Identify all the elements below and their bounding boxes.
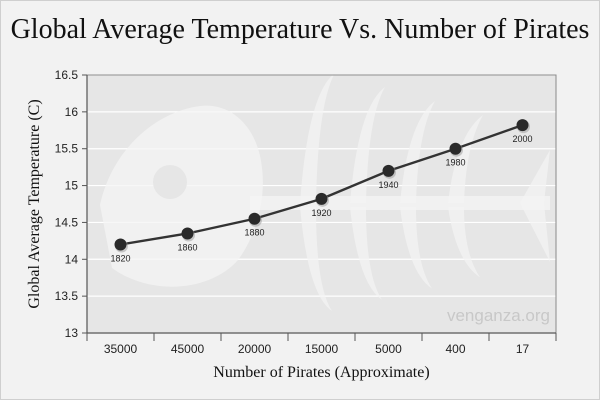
x-axis-ticks: 35000 45000 20000 15000 5000 400 17 xyxy=(86,333,557,356)
data-point xyxy=(516,119,529,132)
data-point xyxy=(248,212,261,225)
fish-rib-shape xyxy=(300,207,332,311)
x-axis-label: Number of Pirates (Approximate) xyxy=(213,364,430,381)
watermark-text: venganza.org xyxy=(446,306,550,325)
y-tick-label: 13 xyxy=(65,326,79,340)
data-point-label: 1920 xyxy=(311,208,331,218)
y-tick-label: 14 xyxy=(65,252,79,266)
fish-rib-shape xyxy=(400,207,432,289)
x-tick-label: 20000 xyxy=(238,342,272,356)
data-point xyxy=(382,164,395,177)
x-tick-label: 400 xyxy=(445,342,465,356)
data-point xyxy=(181,227,194,240)
chart-title: Global Average Temperature Vs. Number of… xyxy=(10,14,590,45)
y-tick-label: 15 xyxy=(65,179,79,193)
x-tick-label: 15000 xyxy=(305,342,339,356)
data-point-label: 1860 xyxy=(177,242,197,252)
axes xyxy=(86,74,557,334)
y-tick-label: 14.5 xyxy=(55,215,79,229)
fish-rib-shape xyxy=(448,207,480,278)
data-point-label: 1940 xyxy=(378,180,398,190)
fish-rib-shape xyxy=(400,101,435,203)
data-point xyxy=(114,238,127,251)
y-axis-ticks: 13 13.5 14 14.5 15 15.5 16 16.5 xyxy=(55,68,87,340)
fish-tail-shape xyxy=(520,150,550,262)
x-tick-label: 35000 xyxy=(104,342,138,356)
data-point xyxy=(315,192,328,205)
data-point-label: 2000 xyxy=(512,134,532,144)
data-series: 1820 1860 1880 1920 1940 1980 2000 xyxy=(110,119,533,264)
x-tick-label: 17 xyxy=(516,342,530,356)
x-tick-label: 5000 xyxy=(375,342,402,356)
fish-eye-shape xyxy=(153,165,187,199)
y-axis-label: Global Average Temperature (C) xyxy=(26,99,43,309)
fish-rib-shape xyxy=(300,73,335,203)
fish-rib-shape xyxy=(448,115,483,203)
data-point-label: 1820 xyxy=(110,254,130,264)
fish-rib-shape xyxy=(350,87,385,203)
y-tick-label: 16.5 xyxy=(55,68,79,82)
data-point-label: 1880 xyxy=(244,228,264,238)
x-tick-label: 45000 xyxy=(171,342,205,356)
data-point xyxy=(449,142,462,155)
data-point-label: 1980 xyxy=(445,158,465,168)
y-tick-label: 13.5 xyxy=(55,289,79,303)
fish-rib-shape xyxy=(350,207,382,300)
y-tick-label: 16 xyxy=(65,105,79,119)
y-tick-label: 15.5 xyxy=(55,142,79,156)
